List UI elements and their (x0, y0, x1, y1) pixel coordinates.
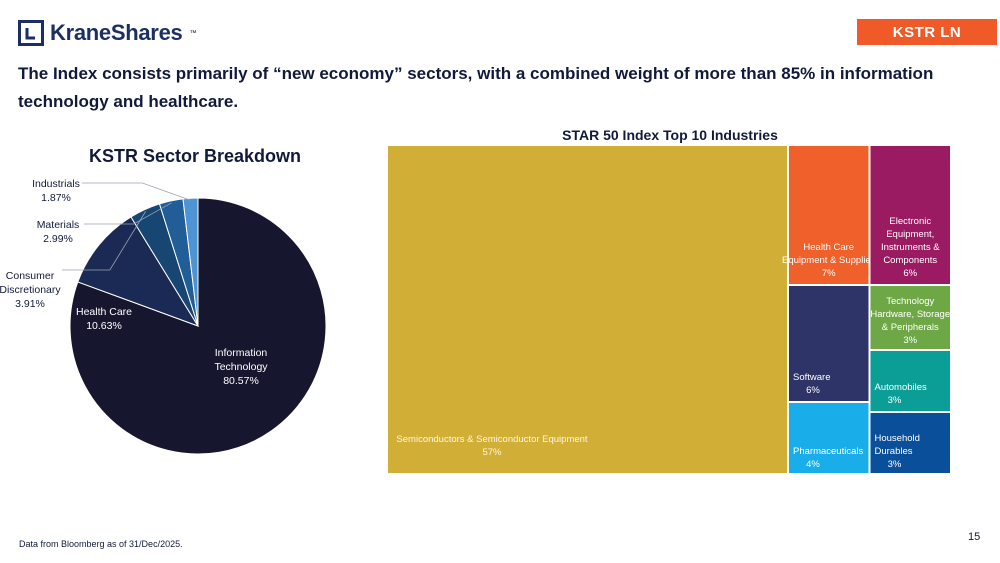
treemap-label-automobiles: Automobiles (875, 382, 928, 393)
treemap-label-technology-hardware-storage-peripherals: Technology Hardware, Storage & Peripherals (870, 296, 950, 333)
svg-text:Health Care: Health Care (76, 306, 132, 318)
treemap-value-household-durables: 3% (888, 459, 902, 470)
svg-text:Industrials: Industrials (32, 178, 80, 190)
svg-text:Discretionary: Discretionary (0, 284, 61, 296)
treemap-cell-household-durables (870, 413, 950, 473)
pie-label-consumer-discretionary: Consumer Discretionary (0, 270, 61, 296)
treemap-label-software: Software (793, 372, 831, 383)
treemap-cell-automobiles (870, 351, 950, 411)
svg-text:Materials: Materials (37, 219, 80, 231)
svg-text:Electronic: Electronic (889, 216, 931, 227)
pie-value-information-technology: 80.57% (223, 375, 259, 387)
treemap-cell-technology-hardware-storage-peripherals (870, 286, 950, 349)
svg-text:& Peripherals: & Peripherals (882, 322, 939, 333)
svg-text:Equipment & Supplies: Equipment & Supplies (782, 255, 876, 266)
svg-text:Pharmaceuticals: Pharmaceuticals (793, 446, 863, 457)
brand-name: KraneShares (50, 20, 183, 45)
pie-value-materials: 2.99% (43, 233, 73, 245)
svg-text:Instruments &: Instruments & (881, 242, 940, 253)
treemap-cell-electronic-equipment-instruments-components (870, 146, 950, 284)
treemap-label-health-care-equipment-supplies: Health Care Equipment & Supplies (782, 242, 876, 266)
pie-value-health-care: 10.63% (86, 320, 122, 332)
svg-text:Equipment,: Equipment, (886, 229, 934, 240)
pie-slice-industrials (182, 197, 199, 327)
treemap-label-electronic-equipment-instruments-components: Electronic Equipment, Instruments & Compone… (881, 216, 940, 266)
svg-text:Technology: Technology (214, 361, 268, 373)
treemap-value-semiconductors-semiconductor-equipment: 57% (482, 447, 502, 458)
treemap-cell-health-care-equipment-supplies (789, 146, 869, 284)
industry-treemap: Semiconductors & Semiconductor Equipment… (388, 146, 950, 473)
pie-value-industrials: 1.87% (41, 192, 71, 204)
trademark-mark: ™ (189, 29, 197, 37)
svg-text:Durables: Durables (875, 446, 913, 457)
headline: The Index consists primarily of “new eco… (18, 64, 934, 111)
treemap-cell-pharmaceuticals (789, 403, 869, 473)
svg-text:Automobiles: Automobiles (875, 382, 928, 393)
svg-text:Hardware, Storage: Hardware, Storage (870, 309, 950, 320)
svg-text:Information: Information (215, 347, 268, 359)
treemap-label-pharmaceuticals: Pharmaceuticals (793, 446, 863, 457)
sector-pie-chart: Information Technology 80.57% Health Care 10… (0, 178, 327, 455)
treemap-label-household-durables: Household Durables (875, 433, 920, 457)
page-number: 15 (968, 531, 981, 543)
pie-leader-industrials (82, 182, 191, 201)
treemap-value-automobiles: 3% (888, 395, 902, 406)
pie-slice-health-care (77, 216, 200, 327)
svg-text:Consumer: Consumer (6, 270, 55, 282)
kraneshares-logo: KraneShares ™ (18, 18, 196, 48)
treemap-value-health-care-equipment-supplies: 7% (822, 268, 836, 279)
treemap-value-software: 6% (806, 385, 820, 396)
ticker-badge: KSTR LN (857, 19, 997, 45)
treemap-value-electronic-equipment-instruments-components: 6% (903, 268, 917, 279)
pie-label-industrials: Industrials (32, 178, 80, 190)
pie-leader-materials (84, 202, 172, 225)
pie-label-health-care: Health Care (76, 306, 132, 318)
pie-label-information-technology: Information Technology (214, 347, 268, 373)
treemap-cell-software (789, 286, 869, 401)
pie-leader-consumer-discretionary (62, 211, 147, 271)
svg-text:Health Care: Health Care (803, 242, 854, 253)
pie-chart-title: KSTR Sector Breakdown (88, 146, 302, 166)
logo-bracket-icon (18, 20, 44, 46)
treemap-value-pharmaceuticals: 4% (806, 459, 820, 470)
treemap-cell-semiconductors-semiconductor-equipment (388, 146, 787, 473)
treemap-value-technology-hardware-storage-peripherals: 3% (903, 335, 917, 346)
treemap-label-semiconductors-semiconductor-equipment: Semiconductors & Semiconductor Equipment (396, 434, 588, 445)
data-source-note: Data from Bloomberg as of 31/Dec/2025. (19, 539, 183, 549)
svg-text:Household: Household (875, 433, 920, 444)
pie-label-materials: Materials (37, 219, 80, 231)
svg-text:Technology: Technology (886, 296, 934, 307)
svg-text:Software: Software (793, 372, 831, 383)
pie-value-consumer-discretionary: 3.91% (15, 298, 45, 310)
treemap-title: STAR 50 Index Top 10 Industries (562, 127, 778, 143)
svg-text:Semiconductors & Semiconductor: Semiconductors & Semiconductor Equipment (396, 434, 588, 445)
svg-text:Components: Components (883, 255, 937, 266)
